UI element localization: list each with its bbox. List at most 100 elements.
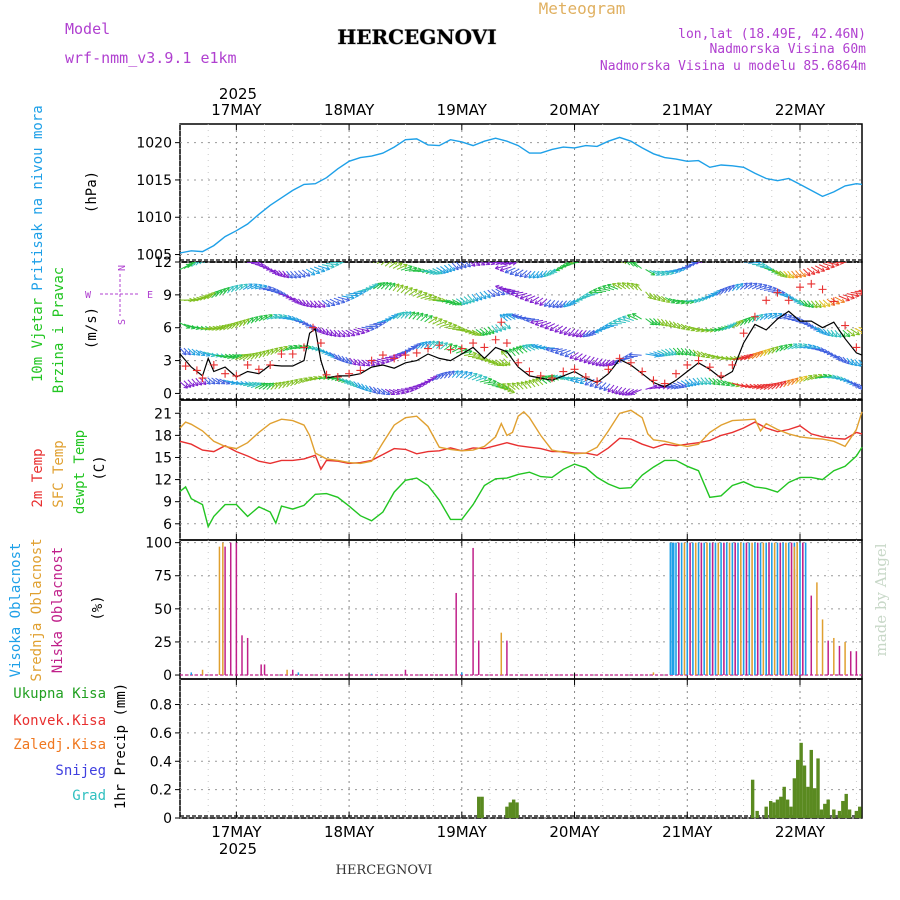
wind-arrow-head [572, 299, 577, 304]
wind-arrow [436, 267, 446, 274]
precip-bar [809, 749, 813, 818]
wind-arrow-head [773, 312, 778, 318]
model-name: wrf-nmm_v3.9.1 e1km [65, 49, 237, 67]
wind-arrow-head [845, 359, 850, 365]
wind-arrow [838, 295, 850, 301]
wind-arrow-head [565, 262, 570, 266]
wind-arrow [617, 318, 630, 323]
wind-arrow-head [343, 358, 349, 364]
gust-marker [300, 343, 308, 352]
wind-arrow [645, 353, 659, 357]
gust-marker [390, 354, 399, 363]
wind-arrow [294, 270, 302, 279]
wind-arrow-head [520, 381, 526, 386]
wind-arrow [700, 351, 710, 359]
wind-arrow-head [734, 283, 739, 289]
wind-arrow-head [191, 351, 196, 356]
wind-arrow [554, 325, 564, 333]
wind-arrow [631, 282, 639, 291]
wind-arrow-head [837, 333, 842, 338]
wind-arrow [372, 386, 381, 395]
wind-arrow-head [510, 291, 515, 297]
wind-arrow [665, 297, 675, 304]
wind-arrow [704, 262, 706, 263]
wind-arrow [278, 346, 288, 353]
wind-arrow [369, 283, 379, 290]
wind-arrow [400, 388, 414, 391]
wind-arrow-head [508, 313, 513, 318]
wind-arrow-head [475, 262, 481, 267]
wind-arrow [191, 348, 201, 356]
wind-arrow-head [358, 253, 362, 257]
wind-arrow-head [635, 283, 640, 288]
wind-arrow-head [820, 267, 826, 272]
wind-arrow [223, 323, 233, 331]
wind-arrow [203, 293, 213, 300]
wind-arrow [180, 381, 188, 389]
wind-arrow [365, 325, 379, 328]
wind-arrow [791, 270, 798, 279]
wind-arrow [483, 381, 497, 384]
wind-arrow [392, 312, 402, 320]
wind-arrow [755, 350, 764, 359]
wind-arrow [333, 353, 342, 361]
wind-arrow [474, 262, 481, 266]
y-tick-label: 0.4 [150, 754, 172, 770]
wind-arrow-head [555, 266, 561, 272]
wind-arrow-head [793, 377, 799, 382]
wind-arrow-head [531, 343, 536, 349]
wind-arrow [649, 352, 662, 357]
wind-arrow [550, 348, 563, 352]
precip-ylabel: 1hr Precip (mm) [113, 683, 129, 809]
wind-arrow [447, 263, 456, 272]
wind-arrow-head [715, 380, 721, 386]
wind-arrow [238, 283, 248, 291]
wind-arrow [842, 294, 855, 299]
wind-arrow [262, 314, 273, 321]
wind-arrow-head [534, 300, 539, 305]
wind-arrow [720, 379, 730, 386]
wind-arrow [731, 283, 739, 292]
wind-arrow [452, 346, 463, 353]
wind-arrow [559, 300, 568, 308]
wind-arrow [834, 330, 842, 338]
wind-arrow [274, 381, 282, 390]
wind-arrow-head [594, 383, 599, 389]
wind-arrow-head [825, 302, 831, 307]
wind-arrow-head [206, 256, 210, 260]
wind-arrow [239, 383, 253, 385]
wind-arrow-head [602, 284, 607, 290]
wind-arrow [495, 265, 508, 269]
wind-arrow [361, 326, 375, 330]
wind-arrow-head [839, 262, 845, 265]
wind-arrow [408, 288, 418, 296]
wind-arrow-head [300, 301, 306, 307]
y-tick-label: 9 [163, 288, 172, 304]
gust-marker [705, 363, 714, 372]
wind-arrow [548, 300, 556, 308]
wind-arrow [649, 318, 658, 326]
gust-marker [717, 371, 726, 380]
wind-arrow [503, 262, 517, 265]
wind-arrow-head [276, 381, 282, 387]
wind-arrow-head [193, 381, 199, 387]
wind-arrow-head [376, 389, 381, 395]
precip-bar [755, 810, 759, 818]
wind-arrow [266, 348, 274, 357]
precip-bar [779, 796, 783, 818]
wind-arrow [799, 299, 808, 307]
wind-arrow-head [817, 303, 822, 309]
wind-arrow [309, 267, 321, 274]
wind-arrow-head [695, 352, 701, 357]
gust-marker [356, 366, 365, 375]
wind-arrow-head [385, 390, 391, 396]
wind-arrow-head [593, 288, 598, 293]
wind-arrow [373, 282, 382, 290]
wind-arrow [223, 355, 237, 359]
wind-arrow-head [514, 314, 520, 319]
wind-arrow-head [728, 253, 732, 257]
wind-arrow-head [691, 381, 697, 386]
gust-marker [694, 356, 703, 365]
wind-arrow [626, 262, 631, 266]
